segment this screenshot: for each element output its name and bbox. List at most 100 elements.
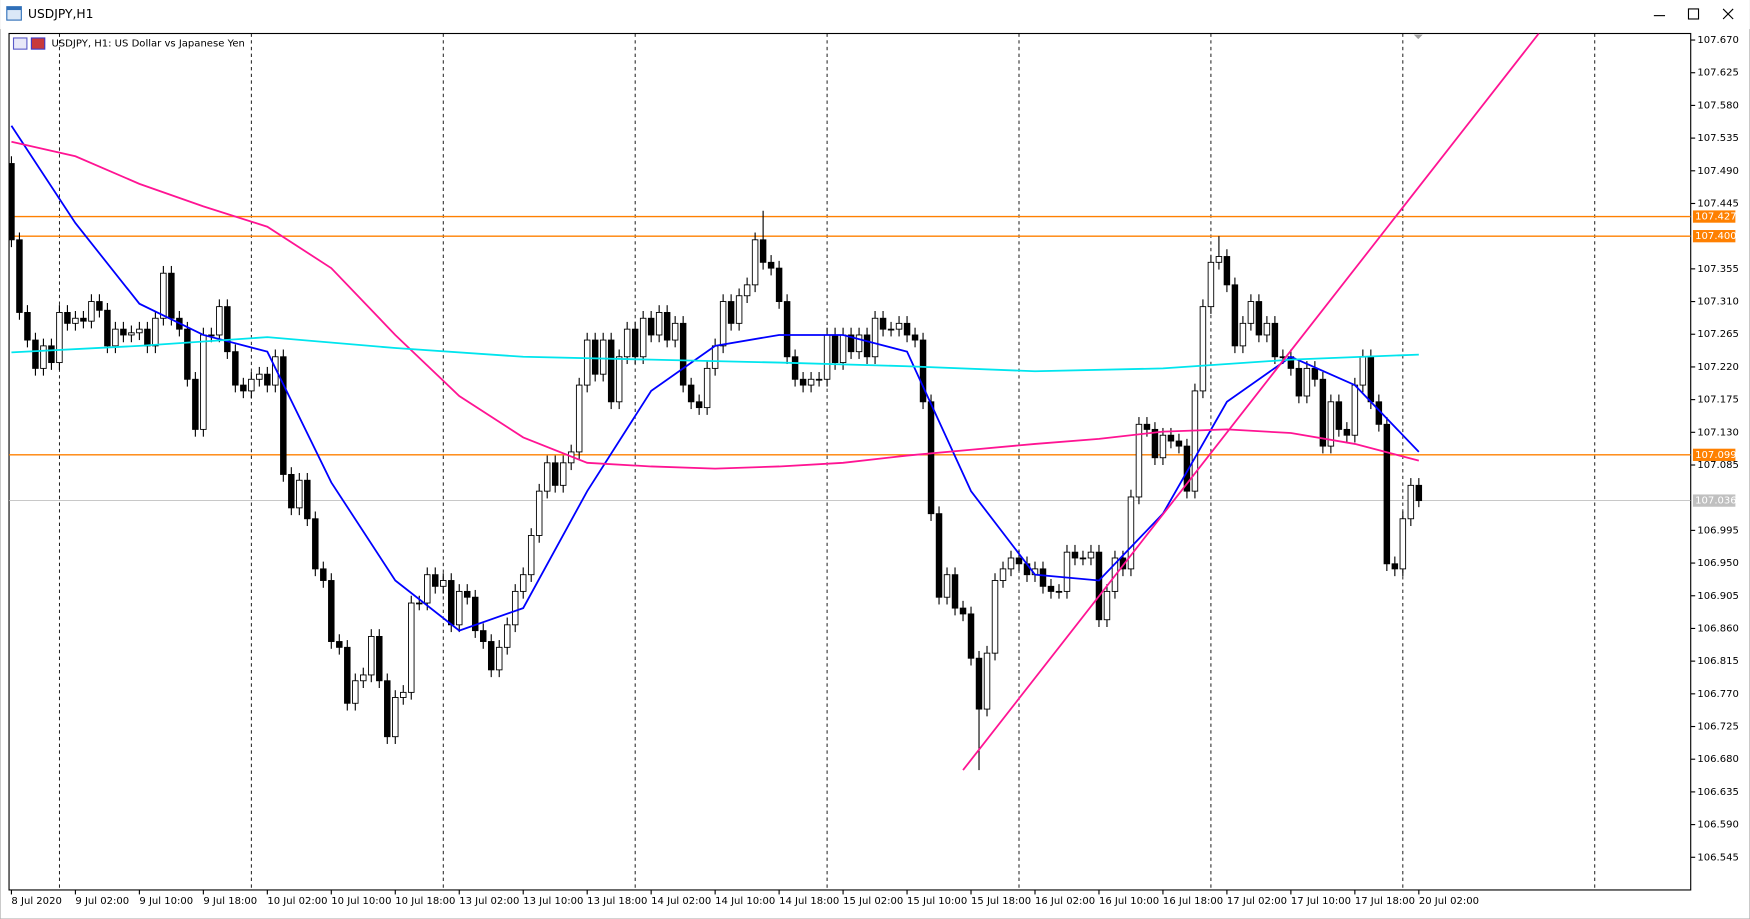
level-label: 107.036 [1695, 496, 1736, 507]
candle-body [48, 345, 55, 364]
y-tick-label: 107.175 [1697, 395, 1738, 406]
y-tick-label: 107.535 [1697, 133, 1738, 144]
candle-body [503, 624, 511, 648]
level-label-box [1692, 448, 1736, 461]
title-bar [0, 0, 1750, 30]
x-tick-label: 10 Jul 18:00 [395, 896, 455, 907]
y-tick-label: 107.445 [1697, 198, 1738, 209]
candle-body [887, 328, 895, 331]
candle-body [1007, 557, 1015, 570]
shift-marker [1413, 34, 1423, 40]
candle-body [1055, 590, 1063, 593]
candle-body [1151, 428, 1159, 459]
candle-body [1359, 356, 1367, 386]
candle-body [591, 339, 599, 375]
level-label-box [1692, 230, 1736, 243]
candle-body [943, 574, 951, 598]
candle-body [767, 261, 775, 269]
candle-body [1271, 322, 1279, 358]
candle-body [200, 334, 207, 430]
candle-body [1247, 301, 1255, 324]
x-tick-label: 9 Jul 10:00 [139, 896, 193, 907]
x-tick-label: 15 Jul 02:00 [843, 896, 903, 907]
candle-body [1311, 367, 1319, 380]
y-tick-label: 106.995 [1697, 525, 1738, 536]
x-tick-label: 14 Jul 10:00 [715, 896, 775, 907]
candle-body [304, 479, 311, 520]
candle-body [1255, 301, 1263, 336]
candle-body [743, 284, 751, 297]
x-tick-label: 17 Jul 18:00 [1355, 896, 1415, 907]
x-tick-label: 13 Jul 18:00 [587, 896, 647, 907]
candle-body [991, 580, 999, 654]
y-tick-label: 106.545 [1697, 852, 1738, 863]
y-tick-label: 107.355 [1697, 264, 1738, 275]
indicator-line [11, 140, 1420, 470]
candle-body [56, 312, 63, 364]
candle-body [424, 574, 431, 604]
candle-body [1079, 557, 1087, 560]
candle-body [1199, 306, 1207, 392]
candle-body [1335, 401, 1343, 430]
candle-body [1407, 484, 1415, 520]
candle-body [1167, 434, 1175, 442]
candle-body [1015, 557, 1023, 565]
candle-body [631, 328, 639, 358]
level-label: 107.099 [1695, 450, 1736, 461]
candle-body [144, 328, 151, 347]
candle-body [368, 635, 375, 676]
candle-body [879, 317, 887, 330]
candle-body [1103, 590, 1111, 621]
level-label: 107.400 [1695, 231, 1736, 242]
candle-body [1223, 256, 1231, 286]
y-tick-label: 106.815 [1697, 656, 1738, 667]
y-tick-label: 106.950 [1697, 558, 1738, 569]
candle-body [551, 462, 559, 486]
y-tick-label: 106.770 [1697, 689, 1738, 700]
candle-body [599, 339, 607, 375]
candle-body [999, 568, 1007, 581]
candle-body [471, 596, 479, 632]
level-label: 107.427 [1695, 212, 1736, 223]
candle-body [495, 646, 503, 671]
candle-body [671, 322, 679, 341]
candle-body [1391, 563, 1399, 570]
candle-body [927, 401, 935, 515]
candle-body [751, 239, 759, 286]
maximize-button[interactable] [1687, 8, 1700, 20]
candle-body [72, 317, 79, 324]
candle-body [416, 602, 423, 605]
candle-body [408, 602, 415, 693]
candle-body [863, 334, 871, 358]
candle-body [535, 490, 543, 536]
indicator-line [962, 33, 1540, 771]
candle-body [9, 163, 15, 241]
candle-body [951, 574, 959, 609]
candle-body [88, 301, 95, 322]
candle-body [559, 462, 567, 486]
candle-body [336, 641, 343, 648]
plot-content [9, 33, 1691, 890]
candle-body [703, 367, 711, 409]
candle-body [1399, 518, 1407, 570]
candle-body [1327, 401, 1335, 447]
candle-body [775, 267, 783, 303]
close-button[interactable] [1722, 8, 1734, 20]
candle-body [296, 479, 303, 509]
candle-body [392, 697, 399, 738]
candle-body [1263, 322, 1271, 336]
candle-body [280, 356, 287, 475]
candle-body [855, 334, 863, 353]
candle-body [807, 378, 815, 386]
candle-body [487, 641, 495, 671]
candle-body [24, 312, 31, 341]
x-tick-label: 20 Jul 02:00 [1419, 896, 1479, 907]
candle-body [352, 680, 359, 704]
candle-body [216, 306, 223, 336]
candle-body [1231, 284, 1239, 347]
x-tick-label: 9 Jul 18:00 [203, 896, 257, 907]
y-tick-label: 106.635 [1697, 787, 1738, 798]
candle-body [320, 568, 327, 581]
candle-body [543, 462, 551, 492]
y-tick-label: 106.590 [1697, 820, 1738, 831]
